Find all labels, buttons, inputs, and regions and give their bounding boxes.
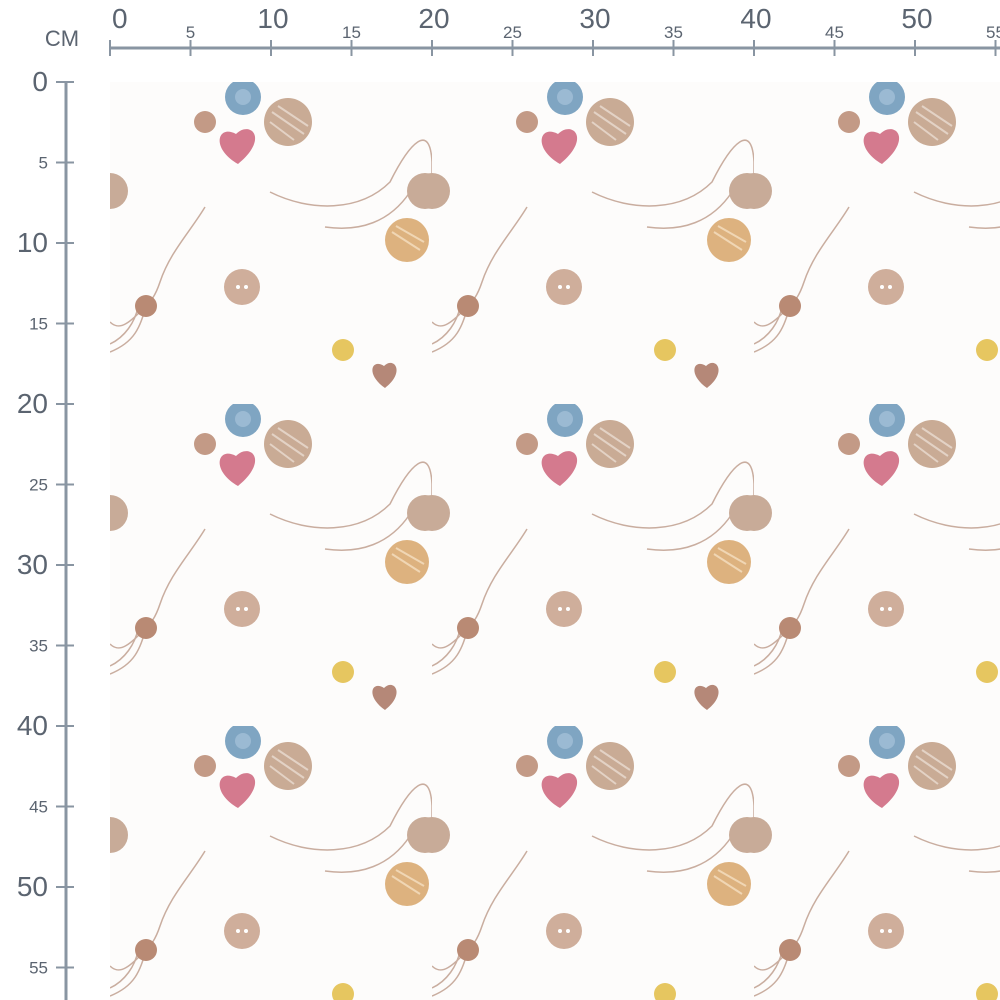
x-tick-label: 10 — [257, 3, 288, 34]
y-tick-label: 50 — [17, 871, 48, 902]
x-tick-label: 50 — [901, 3, 932, 34]
x-tick-label: 20 — [418, 3, 449, 34]
x-tick-label: 45 — [825, 23, 844, 42]
x-tick-label: 5 — [186, 23, 195, 42]
y-tick-label: 15 — [29, 315, 48, 334]
x-tick-label: 40 — [740, 3, 771, 34]
x-tick-label: 25 — [503, 23, 522, 42]
y-tick-label: 45 — [29, 798, 48, 817]
x-tick-label: 55 — [986, 23, 1000, 42]
x-tick-label: 15 — [342, 23, 361, 42]
y-tick-label: 55 — [29, 959, 48, 978]
x-tick-label: 0 — [112, 3, 128, 34]
x-tick-label: 30 — [579, 3, 610, 34]
y-tick-label: 40 — [17, 710, 48, 741]
y-tick-label: 20 — [17, 388, 48, 419]
y-tick-label: 25 — [29, 476, 48, 495]
y-tick-label: 30 — [17, 549, 48, 580]
ruler-ticks: 0 5 10 15 20 25 30 35 40 45 50 55 0 5 10 15 20 25 30 35 40 45… — [17, 3, 1000, 978]
x-tick-label: 35 — [664, 23, 683, 42]
fabric-pattern — [110, 82, 1000, 1000]
y-tick-label: 0 — [32, 66, 48, 97]
unit-label: CM — [45, 26, 79, 51]
y-tick-label: 10 — [17, 227, 48, 258]
y-tick-label: 5 — [39, 154, 48, 173]
y-tick-label: 35 — [29, 637, 48, 656]
